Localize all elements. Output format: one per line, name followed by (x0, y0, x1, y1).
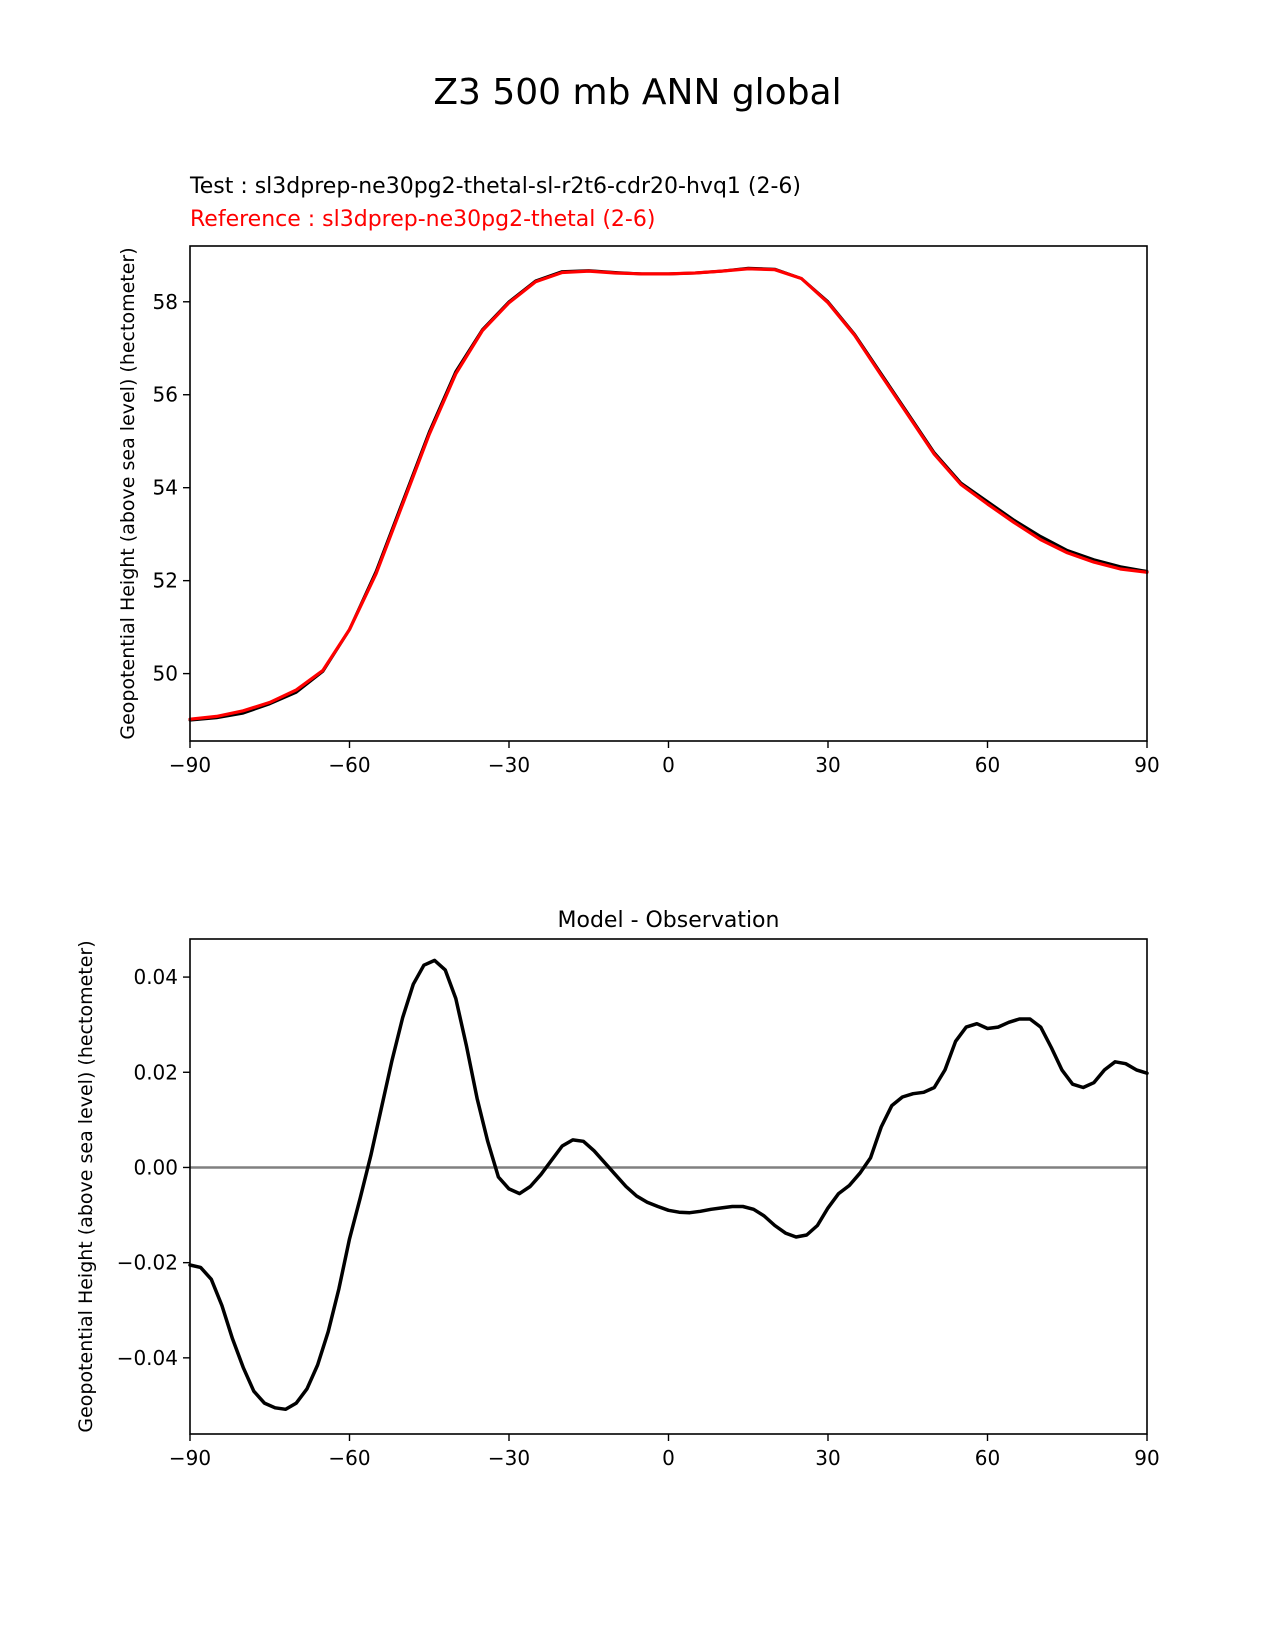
difference-line-chart: Model - Observation −90 −60 −30 0 30 60 90 −0.04… (75, 908, 1160, 1470)
x-tick-label: −90 (169, 1446, 211, 1470)
x-tick-label: −30 (488, 753, 530, 777)
y-tick-label: 0.04 (133, 965, 178, 989)
x-tick-label: 60 (975, 1446, 1000, 1470)
y-tick-label: 54 (153, 476, 178, 500)
x-tick-label: 30 (815, 1446, 840, 1470)
series-line-model-observation (188, 958, 1149, 1412)
y-tick-label: −0.04 (117, 1346, 178, 1370)
test-label: Test : sl3dprep-ne30pg2-thetal-sl-r2t6-c… (190, 174, 801, 199)
y-axis-label: Geopotential Height (above sea level) (h… (75, 940, 97, 1432)
plot-frame (189, 938, 1148, 1435)
x-tick-label: −60 (328, 1446, 370, 1470)
x-tick-label: 90 (1134, 1446, 1159, 1470)
x-tick-label: 90 (1134, 753, 1159, 777)
x-tick-label: 30 (815, 753, 840, 777)
y-tick-label: −0.02 (117, 1251, 178, 1275)
plot-frame (189, 245, 1148, 742)
y-tick-label: 56 (153, 383, 178, 407)
series-line-reference (188, 267, 1149, 721)
y-tick-label: 58 (153, 290, 178, 314)
reference-label: Reference : sl3dprep-ne30pg2-thetal (2-6… (190, 207, 656, 232)
x-tick-label: 0 (662, 753, 675, 777)
x-tick-label: −30 (488, 1446, 530, 1470)
chart-title: Model - Observation (558, 908, 780, 933)
figure-title: Z3 500 mb ANN global (433, 72, 842, 113)
y-tick-label: 0.00 (133, 1155, 178, 1179)
top-line-chart: −90 −60 −30 0 30 60 90 50 52 54 56 58 Geopotential H… (117, 245, 1160, 777)
x-tick-label: 60 (975, 753, 1000, 777)
x-tick-label: 0 (662, 1446, 675, 1470)
y-tick-label: 0.02 (133, 1060, 178, 1084)
y-tick-label: 50 (153, 662, 178, 686)
x-tick-label: −90 (169, 753, 211, 777)
x-tick-label: −60 (328, 753, 370, 777)
y-tick-label: 52 (153, 569, 178, 593)
y-axis-label: Geopotential Height (above sea level) (h… (117, 247, 139, 739)
